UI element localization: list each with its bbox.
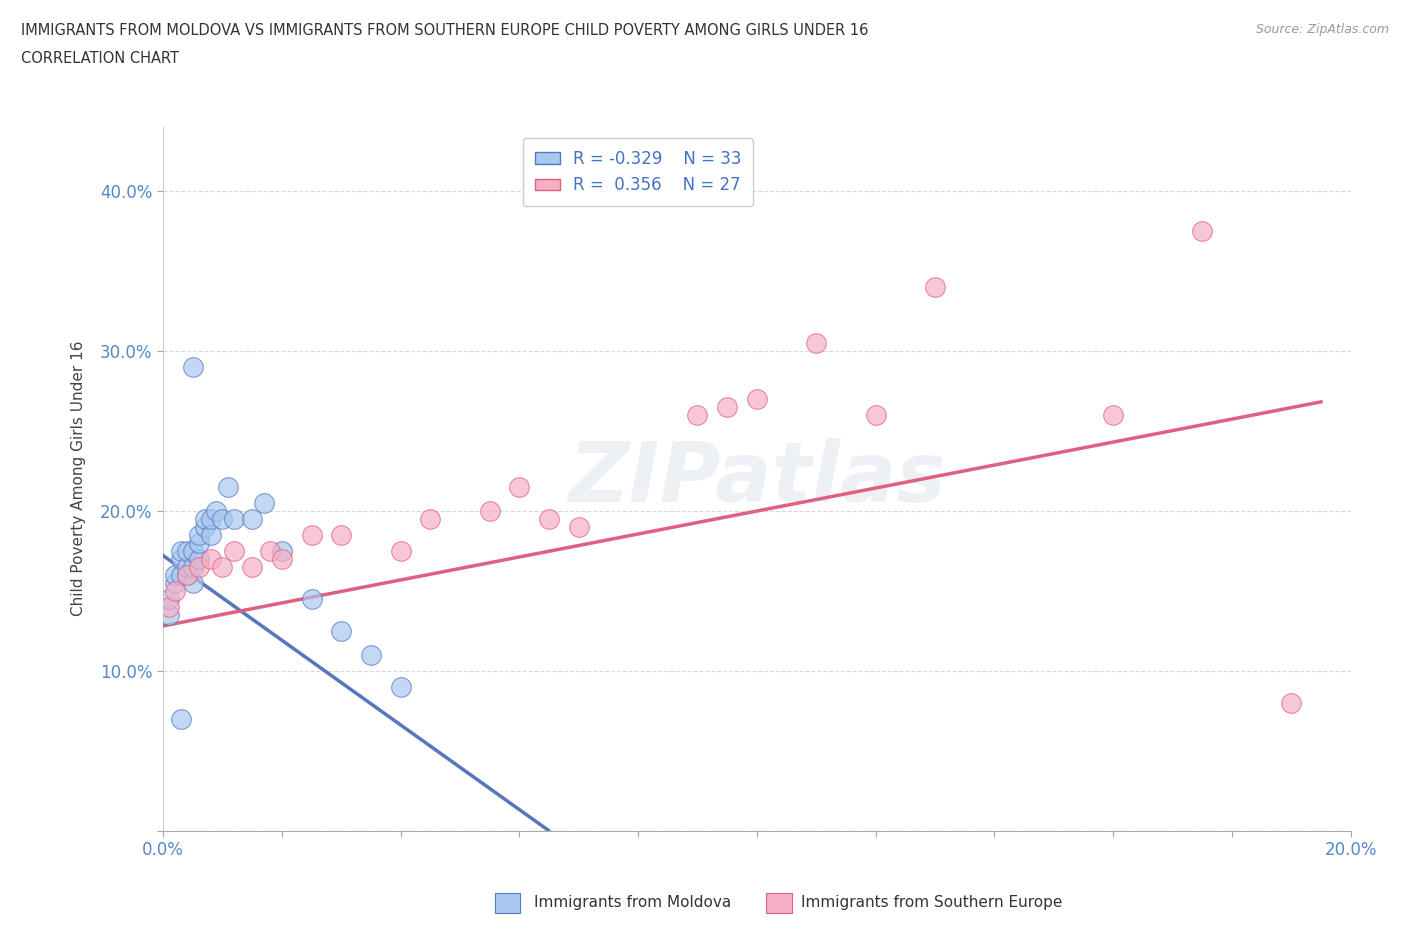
- Point: [163, 576, 186, 591]
- Point: [508, 479, 530, 494]
- Point: [170, 711, 193, 726]
- Point: [865, 407, 887, 422]
- Point: [187, 551, 209, 566]
- Point: [270, 551, 292, 566]
- Text: ZIPatlas: ZIPatlas: [568, 438, 946, 519]
- Point: [205, 503, 228, 518]
- Point: [181, 359, 204, 374]
- Point: [187, 559, 209, 574]
- Point: [240, 512, 263, 526]
- Text: Immigrants from Moldova: Immigrants from Moldova: [534, 895, 731, 910]
- Point: [240, 559, 263, 574]
- Point: [301, 591, 323, 606]
- Point: [217, 479, 239, 494]
- FancyBboxPatch shape: [766, 893, 792, 913]
- Point: [181, 543, 204, 558]
- Point: [176, 543, 198, 558]
- Point: [163, 567, 186, 582]
- Point: [176, 567, 198, 582]
- Point: [330, 623, 353, 638]
- Point: [176, 567, 198, 582]
- Point: [170, 543, 193, 558]
- Point: [211, 559, 233, 574]
- Text: Source: ZipAtlas.com: Source: ZipAtlas.com: [1256, 23, 1389, 36]
- Text: CORRELATION CHART: CORRELATION CHART: [21, 51, 179, 66]
- Point: [211, 512, 233, 526]
- Point: [253, 496, 276, 511]
- Point: [163, 583, 186, 598]
- Point: [389, 543, 412, 558]
- Point: [1191, 223, 1213, 238]
- Legend: R = -0.329    N = 33, R =  0.356    N = 27: R = -0.329 N = 33, R = 0.356 N = 27: [523, 139, 754, 206]
- Point: [181, 559, 204, 574]
- Text: IMMIGRANTS FROM MOLDOVA VS IMMIGRANTS FROM SOUTHERN EUROPE CHILD POVERTY AMONG G: IMMIGRANTS FROM MOLDOVA VS IMMIGRANTS FR…: [21, 23, 869, 38]
- Text: Immigrants from Southern Europe: Immigrants from Southern Europe: [801, 895, 1063, 910]
- Point: [224, 543, 246, 558]
- Point: [181, 576, 204, 591]
- Point: [301, 527, 323, 542]
- Point: [360, 647, 382, 662]
- Point: [568, 519, 591, 534]
- Point: [200, 551, 222, 566]
- Point: [745, 392, 768, 406]
- Point: [389, 679, 412, 694]
- Point: [157, 591, 180, 606]
- Point: [330, 527, 353, 542]
- Point: [194, 512, 217, 526]
- Point: [537, 512, 560, 526]
- Point: [224, 512, 246, 526]
- Point: [419, 512, 441, 526]
- Point: [157, 607, 180, 622]
- Point: [200, 527, 222, 542]
- Point: [686, 407, 709, 422]
- Point: [1279, 696, 1302, 711]
- Point: [194, 519, 217, 534]
- Point: [1102, 407, 1125, 422]
- Point: [170, 567, 193, 582]
- Y-axis label: Child Poverty Among Girls Under 16: Child Poverty Among Girls Under 16: [72, 341, 86, 617]
- FancyBboxPatch shape: [495, 893, 520, 913]
- Point: [259, 543, 281, 558]
- Point: [806, 335, 828, 350]
- Point: [200, 512, 222, 526]
- Point: [716, 399, 738, 414]
- Point: [187, 527, 209, 542]
- Point: [187, 536, 209, 551]
- Point: [924, 279, 946, 294]
- Point: [176, 559, 198, 574]
- Point: [157, 599, 180, 614]
- Point: [170, 551, 193, 566]
- Point: [478, 503, 501, 518]
- Point: [270, 543, 292, 558]
